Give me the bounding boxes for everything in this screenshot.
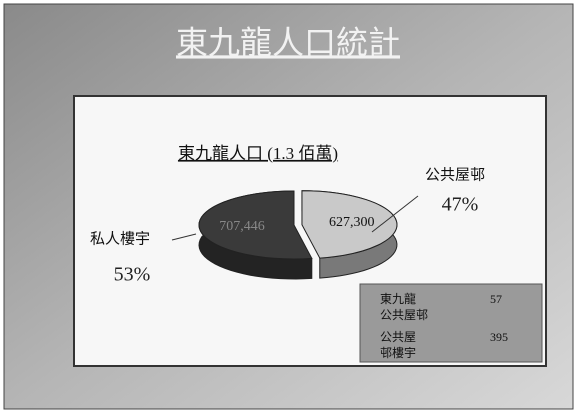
category-label: 私人樓宇 [90,230,150,247]
pie-slice [198,190,313,260]
value-label: 627,300 [329,215,375,230]
percent-label: 53% [114,264,151,286]
table-cell: 57 [490,292,502,306]
category-label: 公共屋邨 [425,166,485,183]
leader-line [171,233,197,241]
leader-line [371,195,419,233]
slide-title: 東九龍人口統計 [176,24,400,60]
table: 東九龍公共屋邨 57 公共屋邨樓宇 395 [380,291,508,360]
table-cell: 東九龍公共屋邨 [380,291,428,322]
pie: 627,300 707,446 公共屋邨 47% 私人樓宇 53% [90,166,485,285]
pie-slice [301,190,398,259]
chart-title: 東九龍人口 (1.3 佰萬) [178,144,338,163]
percent-label: 47% [442,194,479,216]
table-cell: 395 [490,330,508,344]
value-label: 707,446 [219,219,265,234]
table-box [359,283,543,363]
table-cell: 公共屋邨樓宇 [380,330,416,360]
